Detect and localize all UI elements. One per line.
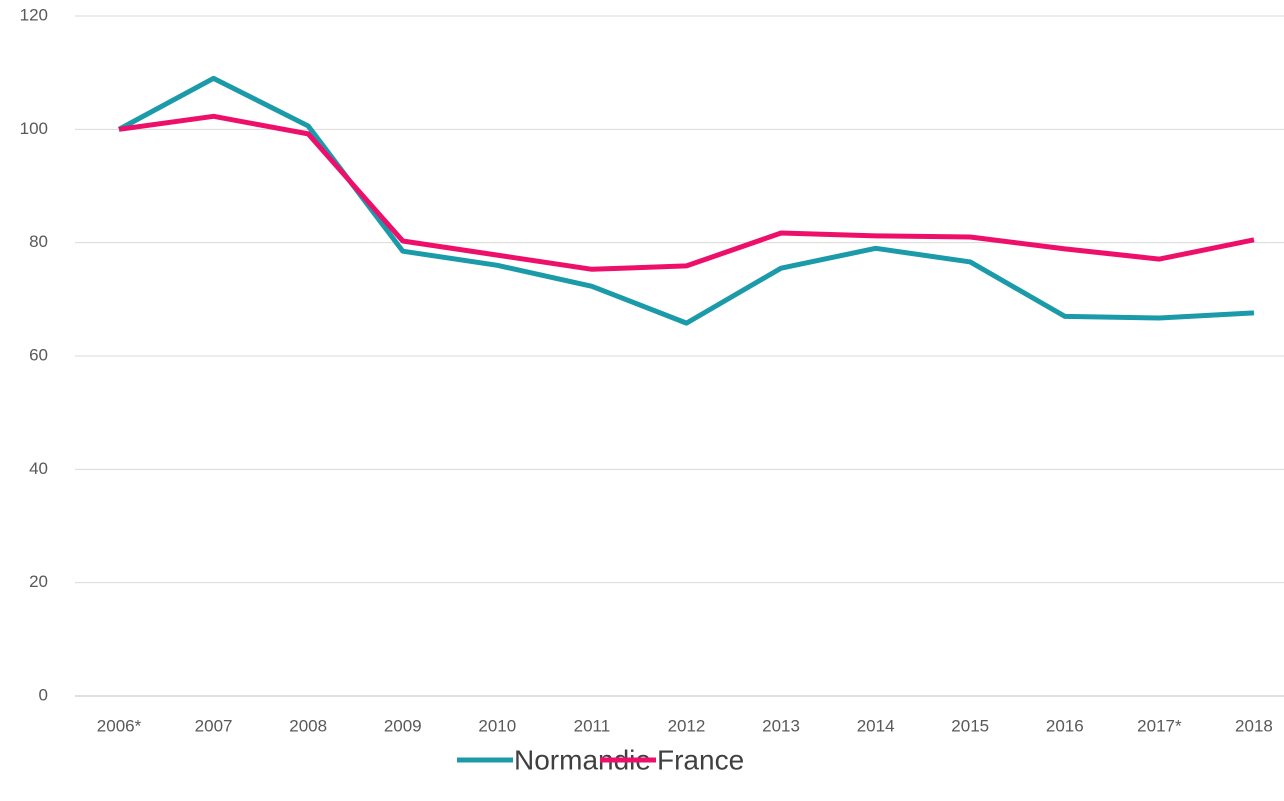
x-tick-label: 2007 [195,716,233,735]
x-tick-label: 2016 [1046,716,1084,735]
line-series [117,75,1255,326]
x-tick-label: 2010 [478,716,516,735]
y-tick-label: 20 [29,572,48,591]
x-tick-label: 2014 [857,716,895,735]
y-tick-label: 120 [20,5,48,24]
y-tick-label: 60 [29,345,48,364]
x-tick-label: 2015 [951,716,989,735]
x-tick-label: 2018 [1235,716,1273,735]
y-tick-label: 0 [39,685,48,704]
x-tick-label: 2013 [762,716,800,735]
legend-label: France [657,744,744,775]
x-tick-label: 2017* [1137,716,1182,735]
y-tick-label: 100 [20,119,48,138]
line-series [118,113,1255,272]
x-tick-label: 2006* [97,716,142,735]
y-tick-label: 80 [29,232,48,251]
x-tick-label: 2011 [574,716,611,735]
x-tick-label: 2008 [289,716,327,735]
y-tick-label: 40 [29,459,48,478]
x-tick-label: 2009 [384,716,422,735]
x-tick-label: 2012 [668,716,706,735]
